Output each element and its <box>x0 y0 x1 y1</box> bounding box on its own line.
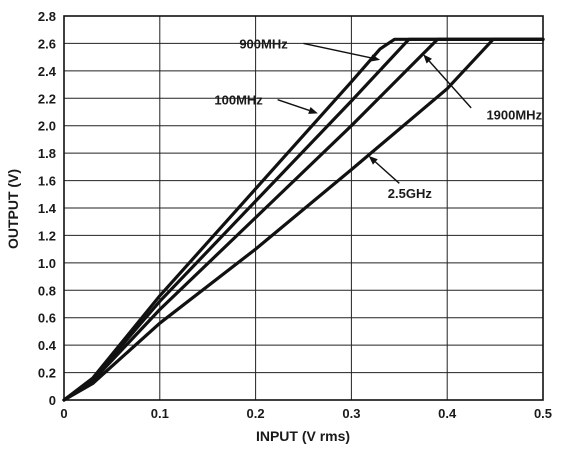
series-line-1900mhz <box>62 37 545 402</box>
y-tick-label: 2.6 <box>38 36 56 51</box>
y-tick-label: 0 <box>49 393 56 408</box>
x-tick-label: 0.2 <box>247 406 265 421</box>
y-tick-labels: 0 0.2 0.4 0.6 0.8 1.0 1.2 1.4 1.6 1.8 2.0 2.2 2.4 2.6… <box>38 9 57 408</box>
y-tick-label: 0.2 <box>38 366 56 381</box>
y-tick-label: 1.4 <box>38 201 57 216</box>
annotation-leader <box>374 161 400 184</box>
y-tick-label: 1.6 <box>38 174 56 189</box>
annotation-leader <box>277 98 310 112</box>
annotation-label: 2.5GHz <box>388 186 433 201</box>
series-layer <box>62 37 545 402</box>
annotation-arrowhead <box>368 155 378 165</box>
x-tick-label: 0.3 <box>342 406 360 421</box>
y-tick-label: 2.4 <box>38 64 57 79</box>
annotation-label: 1900MHz <box>486 108 542 123</box>
series-line-25ghz <box>62 37 545 402</box>
x-tick-label: 0.5 <box>534 406 552 421</box>
x-axis-label: INPUT (V rms) <box>256 428 350 444</box>
plot-frame <box>63 15 544 401</box>
y-tick-label: 0.4 <box>38 338 57 353</box>
y-tick-label: 0.6 <box>38 311 56 326</box>
x-tick-label: 0 <box>60 406 67 421</box>
x-tick-label: 0.1 <box>151 406 169 421</box>
y-tick-label: 1.2 <box>38 228 56 243</box>
annotation-leader <box>428 60 472 109</box>
annotation-arrowhead <box>423 54 432 64</box>
annotation-label: 900MHz <box>239 36 288 51</box>
y-tick-label: 0.8 <box>38 283 56 298</box>
x-tick-labels: 0 0.1 0.2 0.3 0.4 0.5 <box>60 406 552 421</box>
y-axis-label: OUTPUT (V) <box>5 169 21 249</box>
y-tick-label: 1.0 <box>38 256 56 271</box>
y-tick-label: 2.2 <box>38 91 56 106</box>
annotation-arrowhead <box>308 107 318 114</box>
x-tick-label: 0.4 <box>438 406 457 421</box>
annotation-leader <box>303 42 372 59</box>
y-tick-label: 2.8 <box>38 9 56 24</box>
annotation-arrowhead <box>370 54 381 62</box>
y-tick-label: 1.8 <box>38 146 56 161</box>
annotations: 900MHz 100MHz 1900MHz 2.5GHz <box>214 36 542 200</box>
annotation-label: 100MHz <box>214 93 263 108</box>
y-tick-label: 2.0 <box>38 119 56 134</box>
